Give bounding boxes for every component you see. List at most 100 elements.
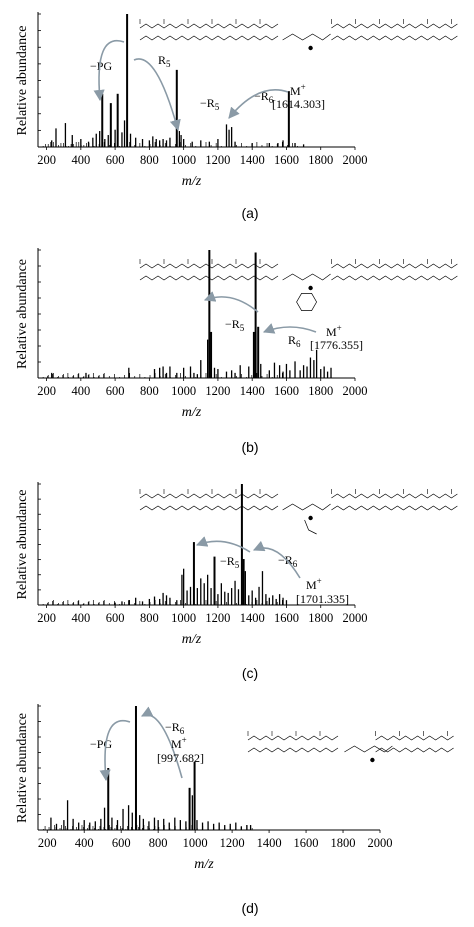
annotation-label: R5 <box>158 53 171 69</box>
chart-panel-b: 200 400 600 800 1000 1200 1400 1600 1800 2000 m/z R… <box>15 248 458 455</box>
annotation-arrow <box>140 706 183 779</box>
x-tick-label: 800 <box>140 384 159 398</box>
chain-line <box>139 275 279 281</box>
chart-panel-c: 200 400 600 800 1000 1200 1400 1600 1800 2000 m/z R… <box>15 482 458 681</box>
x-tick-label: 1800 <box>308 153 333 167</box>
x-tick-label: 600 <box>112 836 131 850</box>
x-tick-label: 800 <box>140 611 159 625</box>
x-tick-label: 600 <box>106 153 125 167</box>
x-tick-label: 1600 <box>294 836 319 850</box>
chain-line <box>331 275 458 281</box>
peaks-group <box>42 14 305 147</box>
annotation-label: −R5 <box>220 554 240 570</box>
x-tick-label: 1600 <box>274 611 299 625</box>
annotation-arrow <box>133 58 181 132</box>
peaks-group <box>42 250 332 378</box>
panel-label-d: (d) <box>241 900 258 916</box>
panel-label-a: (a) <box>241 205 258 221</box>
chain-line <box>139 505 279 511</box>
x-tick-label: 1000 <box>183 836 208 850</box>
x-tick-label: 2000 <box>368 836 393 850</box>
molecule-structure-diagram <box>247 731 454 763</box>
x-tick-label: 1200 <box>205 153 230 167</box>
panel-label-c: (c) <box>242 665 258 681</box>
x-tick-label: 400 <box>71 384 90 398</box>
x-tick-label: 1000 <box>171 611 196 625</box>
y-axis-title: Relative abundance <box>15 25 30 135</box>
stereo-dot <box>308 285 313 291</box>
annotation-arrow <box>252 540 301 579</box>
x-tick-label: 2000 <box>343 384 368 398</box>
x-tick-label: 1400 <box>257 836 282 850</box>
chain-line <box>375 747 454 753</box>
y-axis-title: Relative abundance <box>15 489 30 599</box>
annotations: −PG −R6M+[997.682] <box>90 706 204 782</box>
x-tick-label: 1800 <box>331 836 356 850</box>
x-tick-label: 200 <box>38 836 57 850</box>
annotation-label: M+ <box>171 735 187 751</box>
x-tick-label: 200 <box>37 384 56 398</box>
annotation-label: −R5 <box>225 317 245 333</box>
stereo-dot <box>370 757 375 763</box>
x-tick-label: 2000 <box>343 611 368 625</box>
annotation-label: M+ <box>326 323 342 339</box>
molecule-structure-diagram <box>139 19 458 51</box>
peaks-group <box>42 484 288 605</box>
x-tick-label: 1400 <box>240 384 265 398</box>
x-tick-label: 1800 <box>308 384 333 398</box>
x-tick-label: 1200 <box>205 611 230 625</box>
annotation-label: M+ <box>290 82 306 98</box>
phosphate-backbone <box>282 33 331 41</box>
x-tick-label: 400 <box>75 836 94 850</box>
annotation-arrow <box>99 719 131 782</box>
stereo-dot <box>308 515 313 521</box>
chain-line <box>331 505 458 511</box>
x-tick-label: 1400 <box>240 611 265 625</box>
annotation-label: R6 <box>288 333 301 349</box>
annotation-label: −R6 <box>165 720 185 736</box>
x-tick-label: 1600 <box>274 384 299 398</box>
x-axis-title: m/z <box>194 857 214 872</box>
x-tick-label: 1600 <box>274 153 299 167</box>
inositol-ring <box>296 292 318 312</box>
annotation-label: −PG <box>90 59 112 73</box>
x-tick-label: 800 <box>140 153 159 167</box>
chart-panel-a: 200 400 600 800 1000 1200 1400 1600 1800 2000 m/z R… <box>15 12 458 221</box>
annotation-arrow <box>195 536 251 553</box>
annotation-arrow <box>228 89 289 119</box>
x-tick-label: 1000 <box>171 153 196 167</box>
phosphate-backbone <box>282 273 331 281</box>
x-tick-label: 600 <box>106 611 125 625</box>
annotations: −PG R5 −R5 −R6 M+[1614.303] <box>90 39 325 132</box>
phosphate-backbone <box>344 745 393 753</box>
chart-panel-d: 200 400 600 800 1000 1200 1400 1600 1800 2000 m/z R… <box>15 704 454 916</box>
chain-line <box>139 35 279 41</box>
chain-line <box>331 35 458 41</box>
chain-line <box>331 493 458 499</box>
x-tick-label: 2000 <box>343 153 368 167</box>
annotations: −R5 R6 M+[1776.355] <box>203 291 363 352</box>
annotation-label: −PG <box>90 737 112 751</box>
chain-line <box>331 23 458 29</box>
x-tick-label: 1400 <box>240 153 265 167</box>
y-axis-title: Relative abundance <box>15 259 30 369</box>
x-tick-label: 1800 <box>308 611 333 625</box>
annotation-label: −R6 <box>254 89 274 105</box>
chain-line <box>247 747 339 753</box>
molecule-structure-diagram <box>139 259 458 312</box>
x-tick-label: 200 <box>37 611 56 625</box>
x-axis-title: m/z <box>182 174 202 189</box>
annotation-label: M+ <box>306 576 322 592</box>
peaks-group <box>43 706 253 830</box>
x-tick-label: 400 <box>71 153 90 167</box>
annotation-arrow <box>262 323 317 334</box>
stereo-dot <box>308 45 313 51</box>
x-tick-label: 1200 <box>205 384 230 398</box>
x-tick-label: 1200 <box>220 836 245 850</box>
chain-line <box>331 263 458 269</box>
annotation-label: [997.682] <box>157 751 204 765</box>
chain-line <box>139 493 279 499</box>
panel-label-b: (b) <box>241 439 258 455</box>
